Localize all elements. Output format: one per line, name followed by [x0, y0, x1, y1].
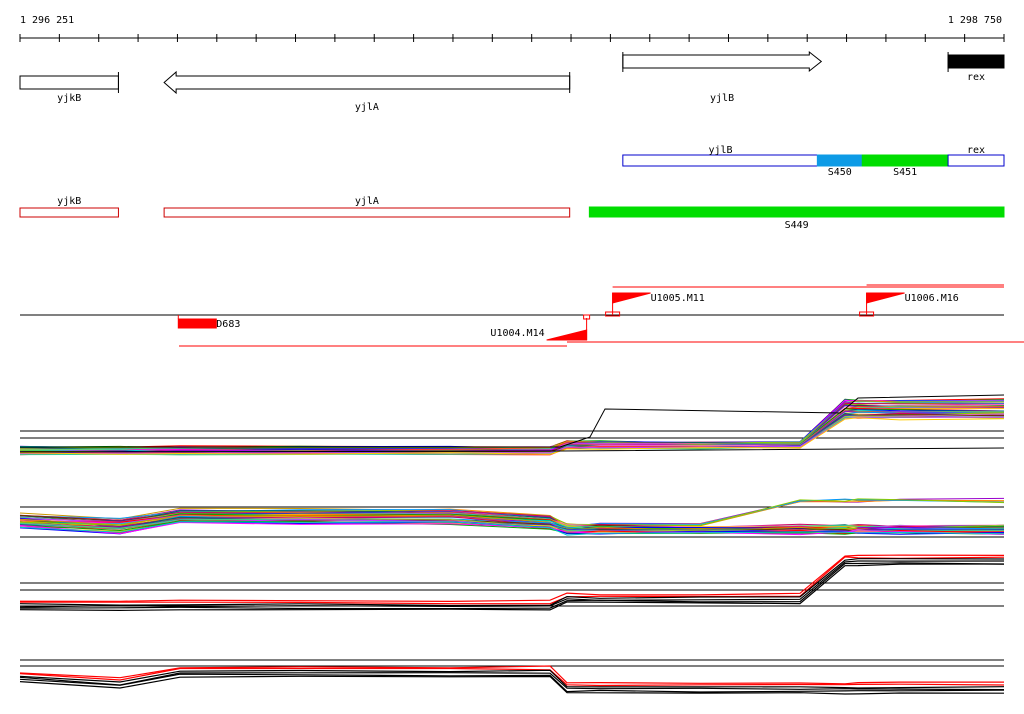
promoter-box	[605, 311, 621, 317]
gene-label: yjlA	[355, 102, 379, 113]
promoter-label: U1005.M11	[651, 293, 705, 304]
bsu-feature-yjkb: yjkB	[19, 196, 119, 218]
transcript-label: S450	[828, 167, 852, 178]
gene-label: yjkB	[57, 93, 81, 104]
bsu-feature-s449: S449	[588, 206, 1005, 231]
transcript-track: yjlB S450 S451 rex	[622, 145, 1005, 178]
transcript-label: rex	[967, 145, 985, 156]
bsu-label: yjkB	[57, 196, 81, 207]
bsu-box	[19, 207, 119, 218]
expression-line	[19, 673, 1005, 693]
expression-track-4	[19, 659, 1005, 695]
expression-track-1	[19, 398, 1005, 456]
transcript-box	[947, 154, 1005, 167]
regulatory-track: U1005.M11 U1006.M16 U1004.M14 D683	[20, 284, 1024, 347]
expression-line	[19, 669, 1005, 689]
promoter-label: U1006.M16	[905, 293, 959, 304]
transcript-box	[816, 154, 863, 167]
expression-tracks	[19, 394, 1005, 695]
promoter-box	[859, 311, 875, 317]
gene-arrow-plus	[622, 50, 823, 73]
promoter-u1005-m11: U1005.M11	[605, 292, 705, 317]
transcript-label: yjlB	[708, 145, 732, 156]
bsu-label: yjlA	[355, 196, 379, 207]
expression-line	[19, 417, 1005, 455]
expression-line	[19, 521, 1005, 536]
expression-track-3	[19, 554, 1005, 612]
transcript-box	[861, 154, 949, 167]
promoter-box	[583, 314, 591, 320]
bsu-box-filled	[588, 206, 1005, 218]
expression-line	[19, 558, 1005, 607]
expression-line	[19, 672, 1005, 691]
promoter-flag	[866, 292, 905, 304]
expression-line	[19, 665, 1004, 685]
expression-line	[19, 560, 1005, 608]
transcript-rex: rex	[947, 145, 1005, 167]
transcript-label: S451	[893, 167, 917, 178]
expression-line	[19, 675, 1005, 695]
terminator-d683: D683	[177, 315, 240, 330]
promoter-u1004-m14: U1004.M14	[490, 314, 591, 341]
expression-line-base	[19, 447, 1005, 453]
gene-track: yjkB yjlA yjlB rex	[19, 50, 1005, 113]
promoter-flag	[612, 292, 651, 304]
expression-line	[19, 406, 1005, 452]
ruler: 1 296 251 1 298 750	[19, 15, 1005, 42]
expression-line	[19, 563, 1005, 612]
transcript-s450: S450	[816, 154, 863, 178]
expression-line	[19, 556, 1005, 605]
terminator-box	[177, 318, 217, 329]
ruler-end-label: 1 298 750	[948, 15, 1002, 26]
terminator-label: D683	[216, 319, 240, 330]
gene-box-filled	[947, 54, 1005, 69]
expression-line	[19, 562, 1005, 610]
gene-yjkB: yjkB	[19, 72, 119, 104]
gene-rex: rex	[947, 52, 1005, 83]
gene-label: yjlB	[710, 93, 734, 104]
bsu-box	[163, 207, 571, 218]
gene-label: rex	[967, 72, 985, 83]
expression-line-top	[20, 394, 1005, 448]
expression-line	[19, 667, 1005, 687]
expression-line	[19, 554, 1005, 603]
gene-yjlA: yjlA	[163, 70, 571, 113]
gene-box	[19, 75, 119, 90]
bsu-feature-track: yjkB yjlA S449	[19, 196, 1005, 231]
ruler-ticks	[19, 34, 1005, 42]
transcript-s451: S451	[861, 154, 949, 178]
expression-line	[19, 521, 1005, 536]
promoter-label: U1004.M14	[490, 328, 544, 339]
ruler-start-label: 1 296 251	[20, 15, 74, 26]
gene-arrow-minus	[163, 70, 571, 95]
bsu-label: S449	[785, 220, 809, 231]
bsu-feature-yjla: yjlA	[163, 196, 571, 218]
promoter-u1006-m16: U1006.M16	[859, 292, 959, 317]
promoter-flag	[546, 329, 588, 341]
expression-track-2	[19, 497, 1005, 538]
gene-yjlB: yjlB	[622, 50, 823, 104]
